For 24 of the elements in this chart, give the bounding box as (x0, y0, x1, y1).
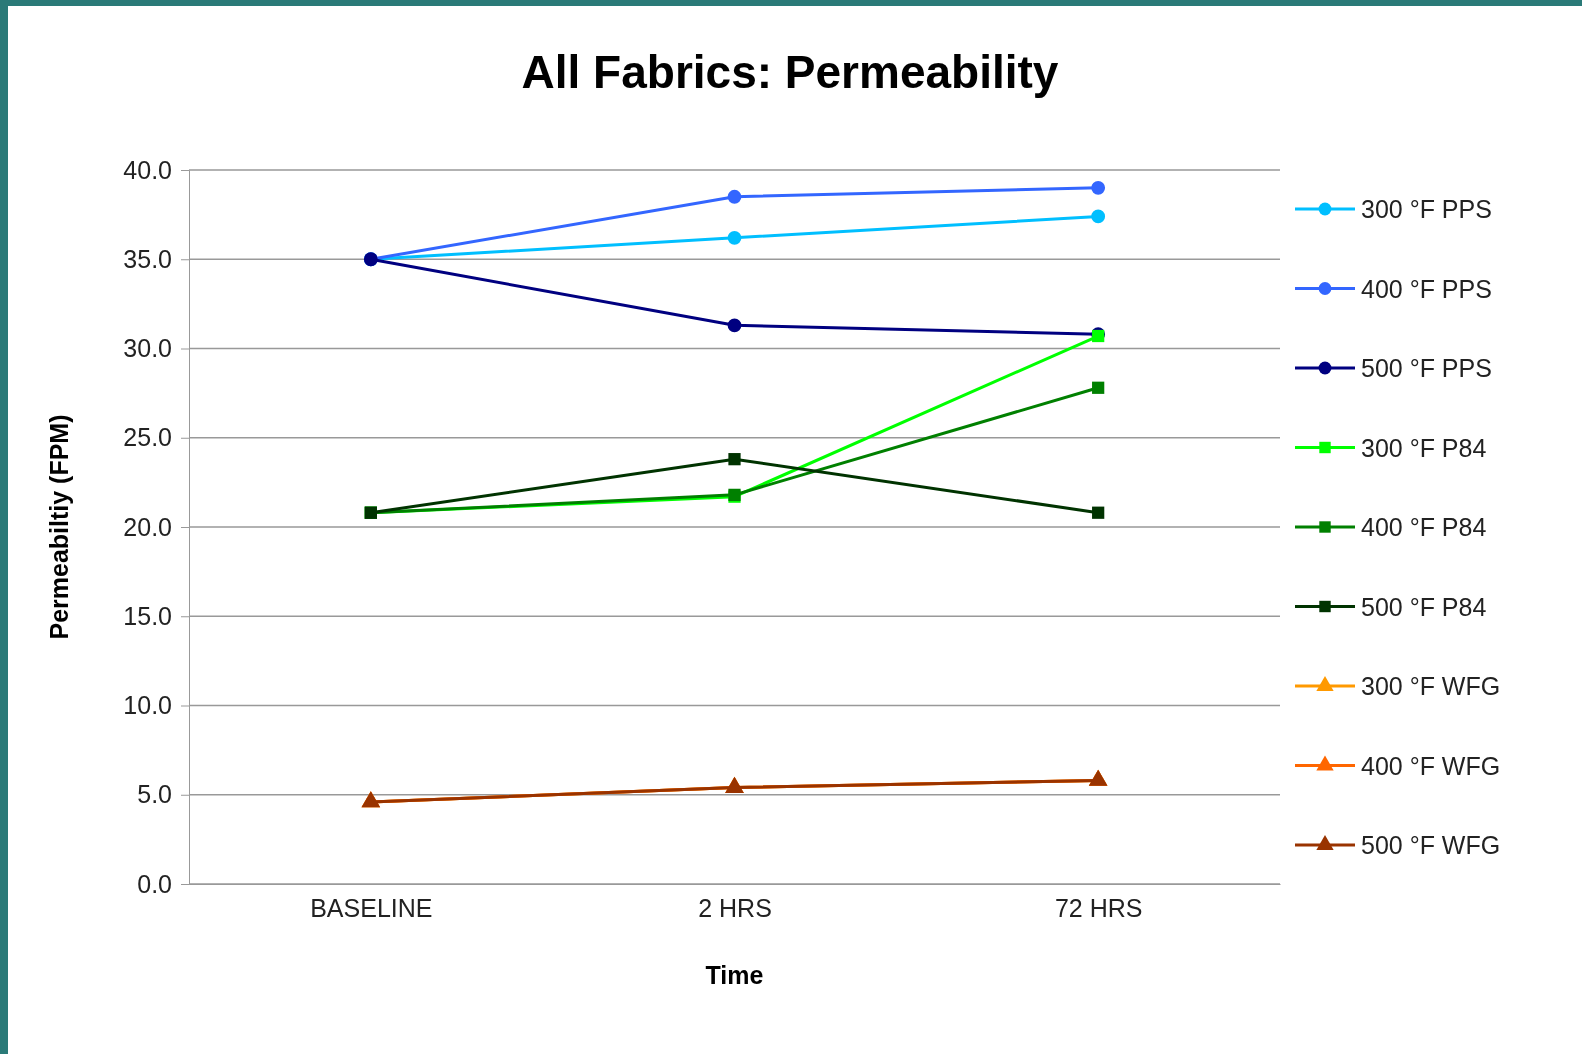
x-tick-label: BASELINE (310, 894, 433, 922)
legend-label: 400 °F PPS (1361, 274, 1492, 303)
y-tick-label: 30.0 (123, 334, 172, 362)
y-tick-label: 0.0 (137, 869, 172, 898)
legend-label: 500 °F WFG (1361, 831, 1501, 859)
y-axis-title: Permeabiltiy (FPM) (45, 414, 73, 640)
legend-label: 300 °F WFG (1361, 672, 1501, 700)
legend-label: 500 °F PPS (1361, 354, 1492, 382)
y-tick-label: 25.0 (123, 423, 172, 452)
x-axis-title: Time (705, 961, 764, 989)
legend-label: 300 °F P84 (1361, 433, 1487, 462)
y-tick-label: 5.0 (137, 780, 172, 809)
y-tick-label: 20.0 (123, 512, 172, 541)
chart-title: All Fabrics: Permeability (521, 46, 1059, 98)
x-tick-label: 2 HRS (698, 894, 772, 922)
legend-label: 400 °F WFG (1361, 751, 1501, 780)
y-tick-label: 10.0 (123, 691, 172, 719)
y-tick-label: 40.0 (123, 155, 172, 184)
legend-label: 300 °F PPS (1361, 195, 1492, 223)
y-tick-label: 15.0 (123, 601, 172, 630)
legend-label: 500 °F P84 (1361, 592, 1487, 621)
x-tick-label: 72 HRS (1054, 894, 1143, 922)
legend-label: 400 °F P84 (1361, 513, 1487, 541)
y-tick-label: 35.0 (123, 244, 172, 273)
